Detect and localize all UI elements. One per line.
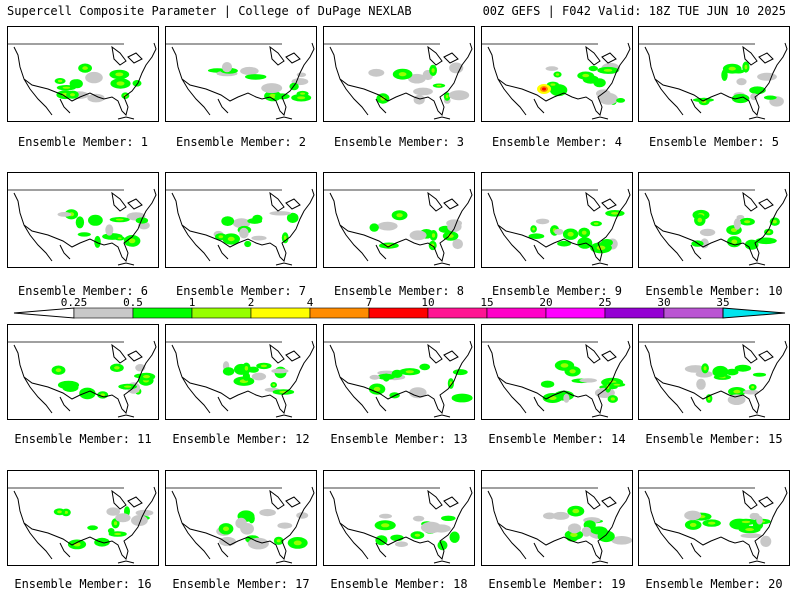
ensemble-member-label: Ensemble Member: 14	[488, 432, 626, 446]
scp-field-shading	[537, 62, 626, 105]
colorbar-swatch	[604, 307, 665, 319]
colorbar-min-arrow	[13, 307, 75, 319]
colorbar-tick-label: 30	[657, 296, 670, 309]
ensemble-map-panel	[7, 172, 159, 268]
ensemble-map-panel	[165, 172, 317, 268]
ensemble-member-label: Ensemble Member: 20	[645, 577, 783, 591]
ensemble-map-panel	[323, 172, 475, 268]
scp-field-shading	[684, 363, 767, 405]
colorbar-tick-label: 35	[716, 296, 729, 309]
ensemble-map-panel	[481, 26, 633, 122]
colorbar-tick-label: 2	[248, 296, 255, 309]
ensemble-map-panel	[323, 324, 475, 420]
ensemble-map-panel	[638, 26, 790, 122]
scp-field-shading	[53, 506, 154, 550]
ensemble-map-panel	[165, 26, 317, 122]
ensemble-member-label: Ensemble Member: 12	[172, 432, 310, 446]
colorbar-swatch	[250, 307, 311, 319]
ensemble-map-panel	[638, 172, 790, 268]
colorbar-tick-label: 0.5	[123, 296, 143, 309]
scp-field-shading	[543, 505, 632, 545]
ensemble-member-label: Ensemble Member: 3	[333, 135, 465, 149]
scp-field-shading	[54, 63, 142, 103]
colorbar-tick-label: 10	[421, 296, 434, 309]
scp-field-shading	[691, 209, 780, 250]
ensemble-map-panel	[165, 470, 317, 566]
ensemble-member-label: Ensemble Member: 7	[175, 284, 307, 298]
colorbar-swatch	[368, 307, 429, 319]
colorbar-swatch	[309, 307, 370, 319]
colorbar-swatch	[663, 307, 724, 319]
ensemble-map-panel	[481, 172, 633, 268]
ensemble-member-label: Ensemble Member: 10	[645, 284, 783, 298]
colorbar-tick-label: 0.25	[61, 296, 88, 309]
ensemble-map-panel	[7, 324, 159, 420]
scp-field-shading	[51, 363, 156, 400]
scp-field-shading	[57, 209, 150, 248]
ensemble-member-label: Ensemble Member: 6	[17, 284, 149, 298]
ensemble-member-label: Ensemble Member: 5	[648, 135, 780, 149]
colorbar-swatch	[486, 307, 547, 319]
colorbar-tick-label: 1	[189, 296, 196, 309]
map-title: Supercell Composite Parameter | College …	[7, 4, 412, 18]
scp-field-shading	[528, 210, 625, 254]
scp-field-shading	[540, 360, 626, 403]
valid-time: 00Z GEFS | F042 Valid: 18Z TUE JUN 10 20…	[482, 4, 786, 18]
colorbar-swatch	[73, 307, 134, 319]
colorbar-swatch	[545, 307, 606, 319]
scp-field-shading	[207, 62, 312, 102]
ensemble-member-label: Ensemble Member: 16	[14, 577, 152, 591]
ensemble-member-label: Ensemble Member: 8	[333, 284, 465, 298]
scp-field-shading	[213, 211, 299, 248]
scp-field-shading	[692, 61, 784, 107]
ensemble-map-panel	[481, 470, 633, 566]
ensemble-map-panel	[323, 26, 475, 122]
ensemble-map-panel	[638, 324, 790, 420]
ensemble-map-panel	[7, 470, 159, 566]
ensemble-member-label: Ensemble Member: 1	[17, 135, 149, 149]
ensemble-member-label: Ensemble Member: 9	[491, 284, 623, 298]
ensemble-map-panel	[7, 26, 159, 122]
colorbar-swatch	[191, 307, 252, 319]
ensemble-member-label: Ensemble Member: 13	[330, 432, 468, 446]
ensemble-member-label: Ensemble Member: 2	[175, 135, 307, 149]
colorbar-tick-label: 15	[480, 296, 493, 309]
ensemble-member-label: Ensemble Member: 19	[488, 577, 626, 591]
ensemble-member-label: Ensemble Member: 18	[330, 577, 468, 591]
colorbar-swatch	[427, 307, 488, 319]
colorbar-tick-label: 20	[539, 296, 552, 309]
ensemble-member-label: Ensemble Member: 4	[491, 135, 623, 149]
ensemble-member-label: Ensemble Member: 17	[172, 577, 310, 591]
colorbar-swatch	[132, 307, 193, 319]
ensemble-map-panel	[323, 470, 475, 566]
colorbar-max-arrow	[722, 307, 786, 319]
scp-field-shading	[684, 510, 772, 547]
colorbar-tick-label: 7	[366, 296, 373, 309]
scp-field-shading	[374, 513, 460, 551]
colorbar-tick-label: 4	[307, 296, 314, 309]
colorbar-tick-label: 25	[598, 296, 611, 309]
colorbar-legend: 0.25 0.5 1 2 4 7 10 15 20 25 30 35	[13, 296, 786, 319]
ensemble-map-panel	[481, 324, 633, 420]
ensemble-member-label: Ensemble Member: 15	[645, 432, 783, 446]
ensemble-map-panel	[638, 470, 790, 566]
scp-field-shading	[368, 62, 470, 105]
ensemble-member-label: Ensemble Member: 11	[14, 432, 152, 446]
ensemble-map-panel	[165, 324, 317, 420]
scp-field-shading	[222, 361, 295, 395]
